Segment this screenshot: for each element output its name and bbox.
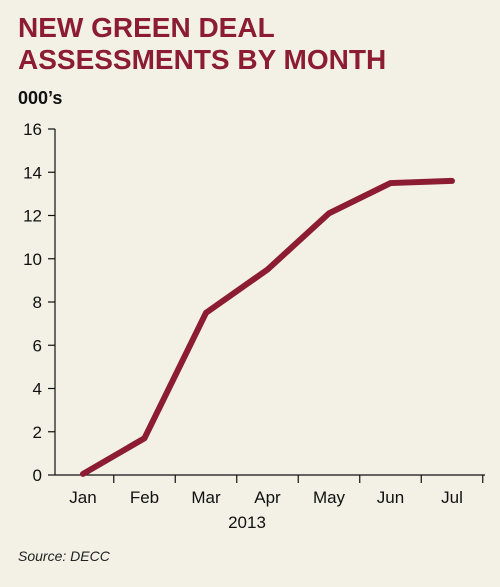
y-tick-label: 16 xyxy=(23,120,42,139)
data-point xyxy=(203,310,209,316)
y-tick-label: 14 xyxy=(23,163,42,182)
y-tick-label: 2 xyxy=(33,423,42,442)
y-tick-label: 4 xyxy=(33,380,42,399)
data-point xyxy=(142,435,147,441)
x-tick-label: Jan xyxy=(69,488,96,507)
chart-title: NEW GREEN DEAL ASSESSMENTS BY MONTH xyxy=(18,12,387,75)
data-point xyxy=(265,267,270,273)
y-tick-label: 8 xyxy=(33,293,42,312)
x-axis-label: 2013 xyxy=(228,513,266,532)
y-tick-label: 0 xyxy=(33,466,42,485)
series-line xyxy=(80,177,455,477)
y-tick-label: 6 xyxy=(33,336,42,355)
source-note: Source: DECC xyxy=(18,548,110,564)
data-point xyxy=(326,210,332,216)
x-tick-label: Feb xyxy=(130,488,159,507)
x-tick-label: Jul xyxy=(441,488,463,507)
x-tick-label: May xyxy=(313,488,346,507)
data-point xyxy=(449,178,455,184)
data-point xyxy=(388,180,393,186)
y-axis-unit-label: 000’s xyxy=(18,88,63,108)
x-tick-label: Jun xyxy=(377,488,404,507)
y-tick-label: 10 xyxy=(23,250,42,269)
x-tick-label: Apr xyxy=(254,488,281,507)
x-tick-label: Mar xyxy=(191,488,221,507)
data-point xyxy=(80,471,86,477)
y-tick-label: 12 xyxy=(23,207,42,226)
